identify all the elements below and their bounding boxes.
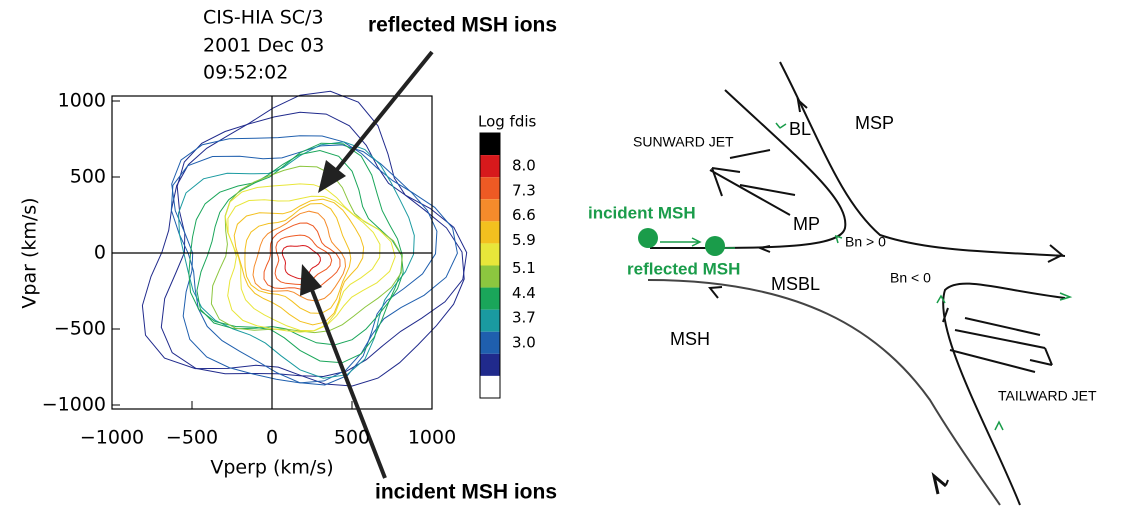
- colorbar-label: 6.6: [512, 206, 536, 224]
- x-tick-label: −1000: [80, 427, 144, 449]
- contour: [188, 142, 403, 364]
- colorbar-label: 4.4: [512, 284, 536, 302]
- x-axis-label: Vperp (km/s): [210, 457, 333, 479]
- contours: [141, 90, 468, 387]
- colorbar-swatch: [480, 243, 500, 266]
- colorbar-swatch: [480, 331, 500, 354]
- contour: [224, 183, 396, 333]
- x-tick-label: 0: [266, 427, 278, 449]
- reflected-dot: [705, 236, 725, 256]
- contour: [171, 135, 458, 384]
- diagram-label: MP: [793, 214, 820, 234]
- incident-dot: [638, 228, 658, 248]
- colorbar-swatch: [480, 309, 500, 332]
- contour: [141, 90, 465, 387]
- colorbar-label: 3.0: [512, 333, 536, 351]
- diagram-label: MSBL: [771, 274, 820, 294]
- y-tick-label: 500: [70, 166, 106, 188]
- colorbar-label: 3.7: [512, 309, 536, 327]
- y-tick-label: 0: [94, 242, 106, 264]
- annotation: reflected MSH ions: [368, 14, 557, 37]
- diagram-label: Bn > 0: [845, 234, 886, 250]
- contour: [177, 141, 415, 379]
- contour: [196, 149, 404, 346]
- diagram-label: MSH: [670, 329, 710, 349]
- diagram-label: MSP: [855, 113, 894, 133]
- y-axis-label: Vpar (km/s): [19, 197, 41, 308]
- colorbar-label: 5.9: [512, 231, 536, 249]
- diagram-label: Bn < 0: [890, 270, 931, 286]
- colorbar-swatch: [480, 133, 500, 156]
- colorbar-swatch: [480, 353, 500, 376]
- green-arrows: [660, 122, 1073, 431]
- contour: [170, 144, 438, 386]
- diagram-label: TAILWARD JET: [998, 388, 1097, 404]
- colorbar-label: 7.3: [512, 181, 536, 199]
- colorbar-swatch: [480, 177, 500, 200]
- title: 2001 Dec 03: [203, 35, 324, 57]
- annotation-arrows: [300, 50, 434, 479]
- title: 09:52:02: [203, 62, 288, 84]
- colorbar-swatch: [480, 199, 500, 222]
- colorbar-frame: [479, 132, 501, 399]
- colorbar-label: 8.0: [512, 157, 536, 175]
- contour: [281, 244, 321, 280]
- contour: [252, 210, 347, 302]
- y-tick-label: −500: [54, 318, 106, 340]
- colorbar-label: 5.1: [512, 259, 536, 277]
- colorbar-swatch: [480, 265, 500, 288]
- x-tick-label: −500: [166, 427, 218, 449]
- diagram-lines: [647, 61, 1066, 506]
- x-tick-label: 1000: [408, 427, 456, 449]
- y-tick-label: −1000: [42, 394, 106, 416]
- diagram-label: incident MSH: [588, 203, 696, 222]
- annotation: incident MSH ions: [375, 481, 557, 504]
- diagram-label: reflected MSH: [627, 259, 740, 278]
- title: CIS-HIA SC/3: [203, 7, 324, 29]
- contour: [210, 165, 403, 334]
- colorbar-swatch: [480, 221, 500, 244]
- contour: [233, 198, 365, 326]
- contour: [244, 202, 352, 314]
- y-tick-label: 1000: [58, 90, 106, 112]
- x-tick-label: 500: [334, 427, 370, 449]
- colorbar-swatch: [480, 375, 500, 398]
- colorbar-swatch: [480, 155, 500, 178]
- diagram-label: SUNWARD JET: [633, 134, 734, 150]
- colorbar-swatch: [480, 287, 500, 310]
- colorbar-title: Log fdis: [478, 113, 537, 131]
- diagram-label: BL: [789, 119, 811, 139]
